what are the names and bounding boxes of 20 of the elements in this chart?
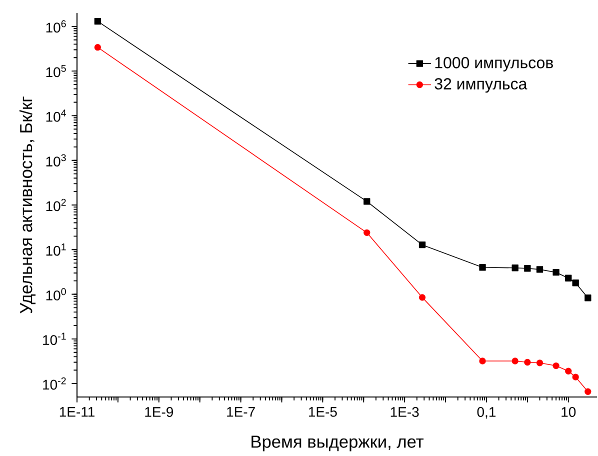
y-tick-label: 10$^{5}$ <box>46 65 66 78</box>
x-tick-label: 1E-9 <box>145 407 174 418</box>
y-tick-label: 10$^{3}$ <box>46 154 66 167</box>
x-tick-label: 10 <box>562 407 576 418</box>
x-tick-label: 0,1 <box>477 407 496 419</box>
y-tick-label: 10$^{-2}$ <box>43 378 66 390</box>
x-tick-label: 1E-7 <box>227 407 255 417</box>
y-tick-label: 10$^{4}$ <box>46 110 66 122</box>
y-tick-label: 10$^{-1}$ <box>43 332 66 346</box>
x-tick-label: 1E-5 <box>308 407 337 417</box>
x-tick-label: 1E-11 <box>60 407 94 417</box>
y-tick-label: 10$^{0}$ <box>46 288 66 301</box>
y-tick-label: 10$^{2}$ <box>46 198 66 212</box>
y-tick-label: 10$^{6}$ <box>46 20 66 33</box>
legend-label: 32 импульса <box>434 78 528 93</box>
legend-label: 1000 импульсов <box>435 57 553 72</box>
x-tick-label: 1E-3 <box>390 407 419 418</box>
y-tick-label: 10$^{1}$ <box>46 244 66 256</box>
y-axis-title: Удельная активность, Бк/кг <box>19 96 36 314</box>
x-axis-title: Время выдержки, лет <box>252 436 424 452</box>
